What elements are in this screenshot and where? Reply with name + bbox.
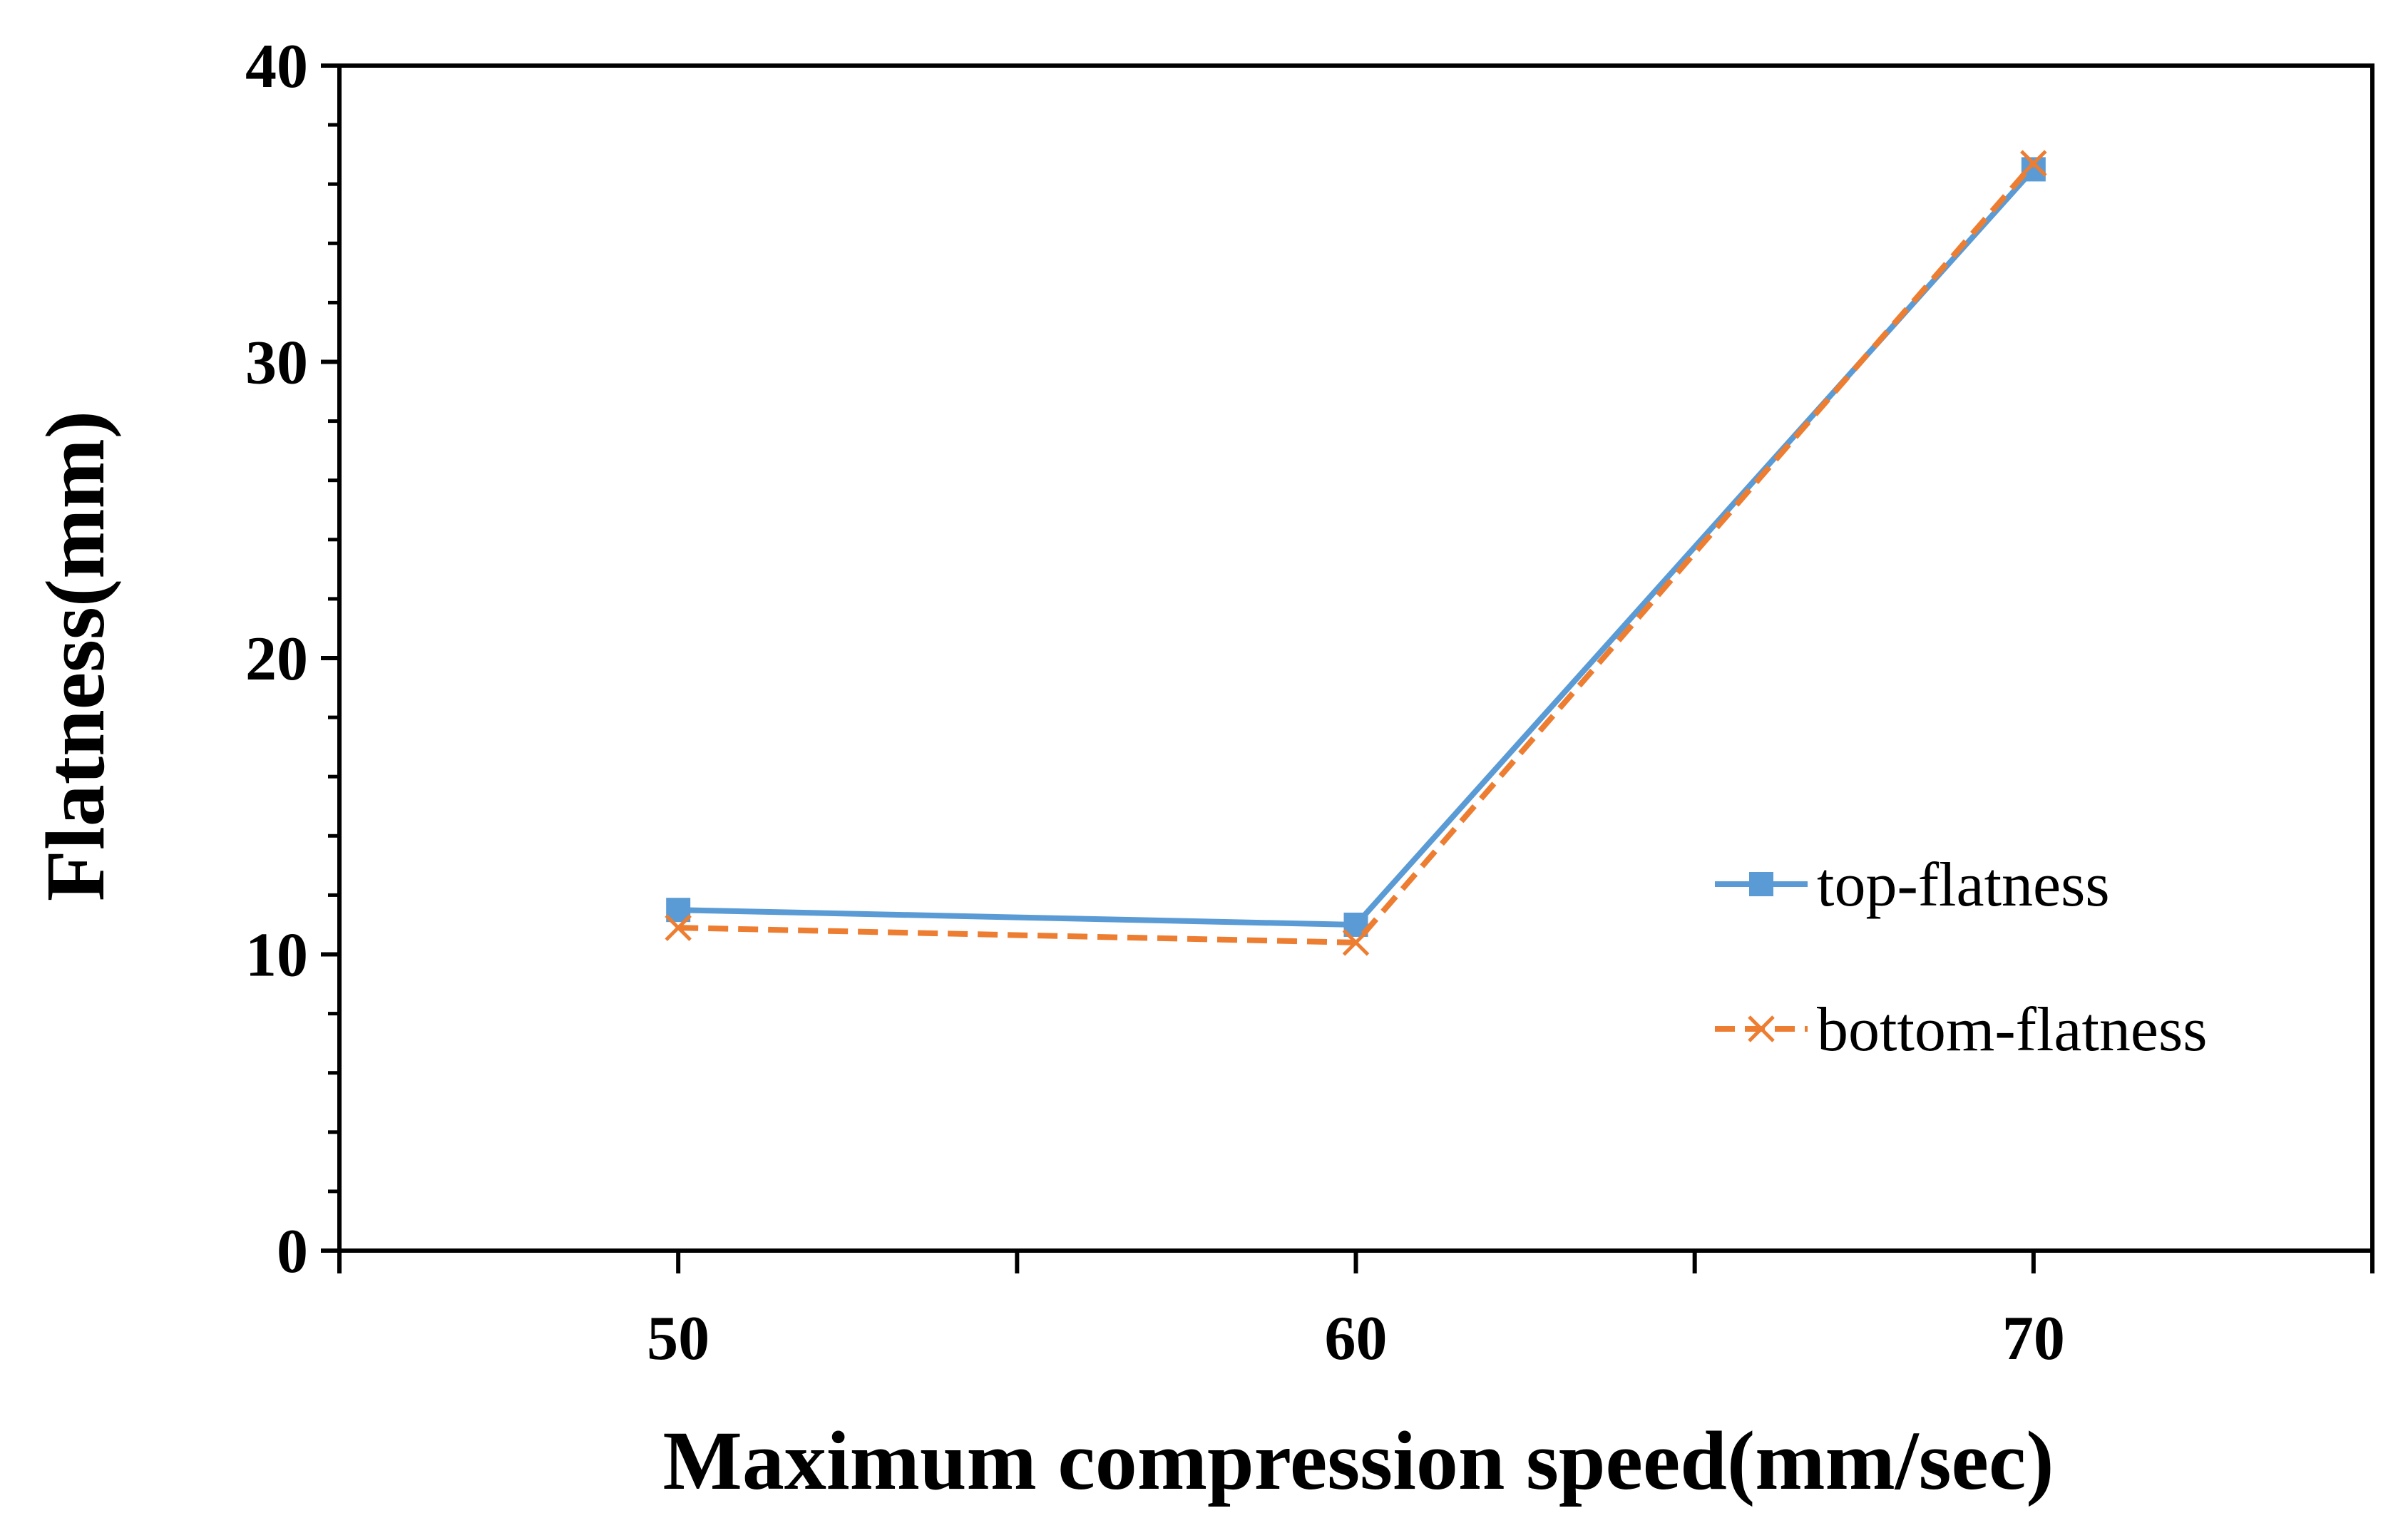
y-tick-label: 40 [245,32,308,101]
chart-axes [337,63,2374,1253]
data-point-bottom-flatness [1342,929,1370,956]
x-tick-label: 50 [647,1304,709,1373]
x-axis-title: Maximum compression speed(mm/sec) [662,1414,2054,1507]
chart-ticks: 0 10 20 30 40 50 60 70 [245,32,2374,1373]
data-point-stroke [2020,150,2047,177]
legend-label-top-flatness: top-flatness [1817,851,2110,920]
y-tick-label: 0 [277,1217,308,1286]
chart-series [665,150,2047,956]
y-tick-label: 20 [245,625,308,694]
data-point-bottom-flatness [2020,150,2047,177]
series-line-bottom-flatness [678,161,2036,945]
series-line-top-flatness [678,167,2036,928]
data-point-stroke [665,914,692,941]
data-point-stroke [1342,929,1370,956]
data-point-bottom-flatness [665,914,692,941]
y-tick-label: 30 [245,329,308,398]
x-tick-label: 60 [1325,1304,1388,1373]
data-point-top-flatness [2021,157,2046,182]
legend-marker-stroke [1748,1015,1775,1042]
legend-marker-top-flatness [1749,872,1773,896]
y-tick-label: 10 [245,921,308,990]
plot-frame [337,63,2374,1253]
legend-label-bottom-flatness: bottom-flatness [1817,995,2207,1065]
legend-marker-bottom-flatness [1748,1015,1775,1042]
y-axis-title: Flatness(mm) [29,411,122,901]
chart-legend: top-flatness bottom-flatness [1715,851,2207,1065]
x-tick-label: 70 [2002,1304,2065,1373]
